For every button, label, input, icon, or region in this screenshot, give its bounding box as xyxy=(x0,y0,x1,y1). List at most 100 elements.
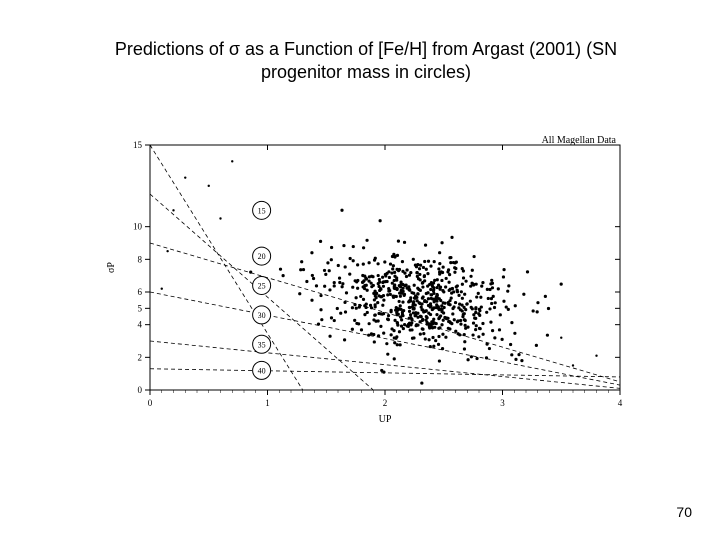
scatter-point xyxy=(320,318,323,321)
scatter-point xyxy=(368,322,371,325)
scatter-point xyxy=(401,260,404,263)
scatter-point xyxy=(488,347,491,350)
scatter-point xyxy=(462,276,465,279)
scatter-point xyxy=(429,293,432,296)
scatter-point xyxy=(421,328,424,331)
scatter-point xyxy=(399,343,402,346)
scatter-point xyxy=(249,271,252,274)
scatter-point xyxy=(507,284,510,287)
sn-mass-label: 30 xyxy=(258,311,266,320)
scatter-point xyxy=(393,287,396,290)
scatter-point xyxy=(520,359,523,362)
scatter-point xyxy=(310,299,313,302)
scatter-point xyxy=(396,321,399,324)
scatter-point xyxy=(351,328,354,331)
scatter-point xyxy=(393,254,396,257)
scatter-point xyxy=(330,258,333,261)
scatter-point xyxy=(526,270,529,273)
scatter-point xyxy=(510,321,513,324)
scatter-point xyxy=(560,337,562,339)
scatter-point xyxy=(432,307,435,310)
scatter-point xyxy=(377,319,380,322)
y-tick-label: 4 xyxy=(138,320,143,330)
scatter-point xyxy=(461,315,464,318)
scatter-point xyxy=(464,324,467,327)
scatter-point xyxy=(430,281,433,284)
scatter-point xyxy=(390,333,393,336)
scatter-point xyxy=(424,244,427,247)
scatter-point xyxy=(464,327,467,330)
scatter-point xyxy=(423,260,426,263)
scatter-point xyxy=(435,295,438,298)
scatter-point xyxy=(420,381,423,384)
scatter-point xyxy=(395,268,398,271)
slide-title: Predictions of σ as a Function of [Fe/H]… xyxy=(76,38,656,83)
scatter-point xyxy=(433,260,436,263)
scatter-point xyxy=(376,262,379,265)
scatter-point xyxy=(387,314,390,317)
scatter-point xyxy=(446,270,449,273)
scatter-point xyxy=(463,333,466,336)
scatter-point xyxy=(470,355,473,358)
scatter-point xyxy=(475,324,478,327)
scatter-point xyxy=(344,310,347,313)
scatter-point xyxy=(418,273,421,276)
scatter-point xyxy=(536,310,539,313)
scatter-point xyxy=(410,321,413,324)
scatter-point xyxy=(470,306,473,309)
scatter-point xyxy=(338,277,341,280)
y-tick-label: 0 xyxy=(138,385,143,395)
scatter-point xyxy=(353,303,356,306)
scatter-point xyxy=(398,291,401,294)
scatter-point xyxy=(403,323,406,326)
scatter-point xyxy=(423,275,426,278)
scatter-point xyxy=(392,296,395,299)
scatter-point xyxy=(443,302,446,305)
scatter-point xyxy=(409,271,412,274)
scatter-point xyxy=(517,353,520,356)
scatter-point xyxy=(385,342,388,345)
scatter-point xyxy=(351,286,354,289)
scatter-point xyxy=(328,288,331,291)
scatter-point xyxy=(469,275,472,278)
scatter-point xyxy=(491,282,494,285)
scatter-point xyxy=(451,307,454,310)
scatter-point xyxy=(505,305,508,308)
scatter-point xyxy=(477,335,480,338)
scatter-point xyxy=(383,260,386,263)
y-tick-label: 5 xyxy=(138,303,143,313)
scatter-point xyxy=(522,293,525,296)
scatter-point xyxy=(493,306,496,309)
scatter-point xyxy=(338,281,341,284)
scatter-point xyxy=(432,345,435,348)
scatter-point xyxy=(365,284,368,287)
sn-mass-label: 20 xyxy=(258,252,266,261)
scatter-point xyxy=(374,313,377,316)
title-line2: progenitor mass in circles) xyxy=(261,62,471,82)
scatter-point xyxy=(429,265,432,268)
scatter-point xyxy=(411,337,414,340)
scatter-point xyxy=(429,288,432,291)
scatter-point xyxy=(456,284,459,287)
scatter-point xyxy=(437,307,440,310)
scatter-point xyxy=(389,262,392,265)
scatter-point xyxy=(456,319,459,322)
scatter-point xyxy=(355,296,358,299)
scatter-point xyxy=(363,274,366,277)
scatter-point xyxy=(449,288,452,291)
plot-frame xyxy=(150,145,620,390)
x-tick-label: 3 xyxy=(500,398,505,408)
scatter-point xyxy=(403,294,406,297)
scatter-point xyxy=(399,295,402,298)
scatter-point xyxy=(457,294,460,297)
scatter-point xyxy=(340,209,343,212)
scatter-point xyxy=(449,261,452,264)
scatter-point xyxy=(441,333,444,336)
scatter-point xyxy=(452,290,455,293)
x-axis-label: UP xyxy=(379,414,392,425)
scatter-point xyxy=(416,275,419,278)
scatter-point xyxy=(388,276,391,279)
scatter-point xyxy=(460,290,463,293)
scatter-point xyxy=(380,369,383,372)
scatter-point xyxy=(595,355,597,357)
